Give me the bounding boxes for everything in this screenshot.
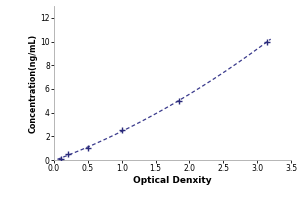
X-axis label: Optical Denxity: Optical Denxity	[133, 176, 212, 185]
Y-axis label: Concentration(ng/mL): Concentration(ng/mL)	[28, 33, 38, 133]
